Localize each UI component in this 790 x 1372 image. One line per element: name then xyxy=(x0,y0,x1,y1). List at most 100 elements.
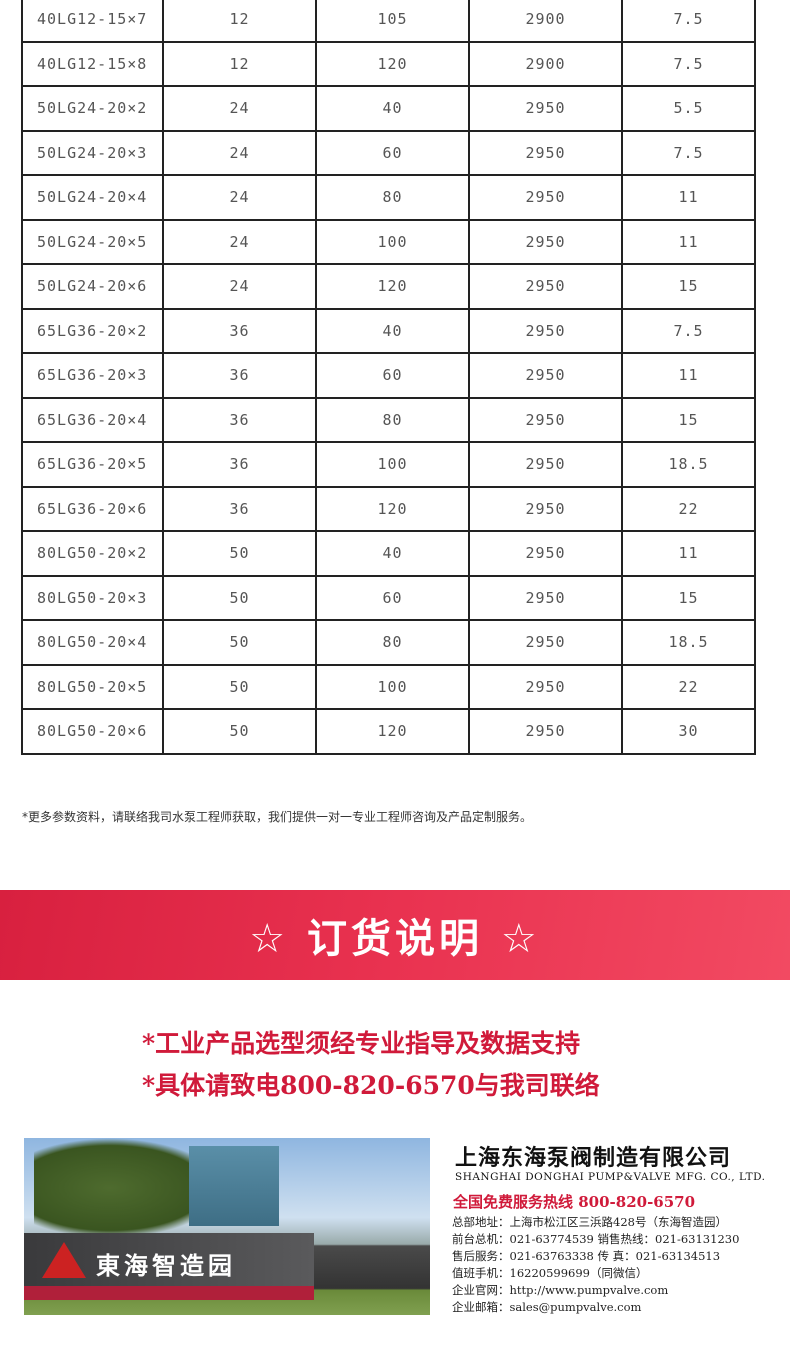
table-cell: 2950 xyxy=(468,263,623,310)
banner-title: ☆ 订货说明 ☆ xyxy=(249,916,541,962)
table-cell: 2900 xyxy=(468,40,623,87)
table-cell: 24 xyxy=(162,263,317,310)
table-cell: 50LG24-20×3 xyxy=(21,129,164,176)
table-cell: 11 xyxy=(621,352,756,399)
table-cell: 2950 xyxy=(468,85,623,132)
table-row: 80LG50-20×3 50 60 2950 15 xyxy=(21,574,756,621)
order-instructions-banner: ☆ 订货说明 ☆ xyxy=(0,890,790,980)
table-cell: 80 xyxy=(315,619,470,666)
table-cell: 24 xyxy=(162,129,317,176)
table-cell: 80LG50-20×2 xyxy=(21,530,164,577)
table-cell: 2950 xyxy=(468,663,623,710)
table-cell: 2950 xyxy=(468,307,623,354)
table-cell: 120 xyxy=(315,485,470,532)
table-cell: 40 xyxy=(315,307,470,354)
table-cell: 36 xyxy=(162,307,317,354)
table-cell: 65LG36-20×5 xyxy=(21,441,164,488)
table-cell: 50LG24-20×4 xyxy=(21,174,164,221)
table-cell: 65LG36-20×4 xyxy=(21,396,164,443)
duty-mobile: 值班手机：16220599699（同微信） xyxy=(452,1266,648,1280)
table-cell: 50LG24-20×6 xyxy=(21,263,164,310)
company-name-en: SHANGHAI DONGHAI PUMP&VALVE MFG. CO., LT… xyxy=(455,1171,766,1183)
table-cell: 7.5 xyxy=(621,307,756,354)
table-cell: 60 xyxy=(315,574,470,621)
table-cell: 22 xyxy=(621,485,756,532)
table-cell: 15 xyxy=(621,574,756,621)
table-row: 65LG36-20×2 36 40 2950 7.5 xyxy=(21,307,756,354)
table-cell: 18.5 xyxy=(621,619,756,666)
table-cell: 30 xyxy=(621,708,756,755)
table-cell: 36 xyxy=(162,396,317,443)
table-row: 65LG36-20×3 36 60 2950 11 xyxy=(21,352,756,399)
table-cell: 12 xyxy=(162,40,317,87)
table-cell: 7.5 xyxy=(621,0,756,43)
table-row: 50LG24-20×5 24 100 2950 11 xyxy=(21,218,756,265)
table-cell: 60 xyxy=(315,352,470,399)
table-cell: 80LG50-20×6 xyxy=(21,708,164,755)
flower-bed xyxy=(24,1286,314,1300)
table-cell: 50 xyxy=(162,663,317,710)
hotline: 全国免费服务热线 800-820-6570 xyxy=(453,1193,696,1211)
table-cell: 80LG50-20×5 xyxy=(21,663,164,710)
table-cell: 65LG36-20×2 xyxy=(21,307,164,354)
table-cell: 100 xyxy=(315,218,470,265)
table-cell: 5.5 xyxy=(621,85,756,132)
table-row: 50LG24-20×3 24 60 2950 7.5 xyxy=(21,129,756,176)
table-cell: 24 xyxy=(162,174,317,221)
table-cell: 2950 xyxy=(468,619,623,666)
table-cell: 36 xyxy=(162,352,317,399)
address: 总部地址：上海市松江区三浜路428号（东海智造园） xyxy=(452,1215,727,1229)
table-cell: 40 xyxy=(315,530,470,577)
website-link[interactable]: 企业官网：http://www.pumpvalve.com xyxy=(452,1283,669,1297)
table-cell: 2950 xyxy=(468,174,623,221)
order-line-2: *具体请致电800-820-6570与我司联络 xyxy=(142,1071,600,1100)
table-row: 65LG36-20×6 36 120 2950 22 xyxy=(21,485,756,532)
table-cell: 80 xyxy=(315,174,470,221)
table-row: 50LG24-20×6 24 120 2950 15 xyxy=(21,263,756,310)
table-row: 80LG50-20×2 50 40 2950 11 xyxy=(21,530,756,577)
footnote: *更多参数资料，请联络我司水泵工程师获取，我们提供一对一专业工程师咨询及产品定制… xyxy=(22,810,533,824)
table-row: 80LG50-20×4 50 80 2950 18.5 xyxy=(21,619,756,666)
table-cell: 2950 xyxy=(468,708,623,755)
table-cell: 12 xyxy=(162,0,317,43)
table-row: 65LG36-20×4 36 80 2950 15 xyxy=(21,396,756,443)
table-cell: 18.5 xyxy=(621,441,756,488)
table-cell: 2950 xyxy=(468,129,623,176)
building xyxy=(189,1146,279,1226)
table-cell: 50 xyxy=(162,530,317,577)
table-cell: 2950 xyxy=(468,574,623,621)
table-row: 80LG50-20×6 50 120 2950 30 xyxy=(21,708,756,755)
table-cell: 2900 xyxy=(468,0,623,43)
email-link[interactable]: 企业邮箱：sales@pumpvalve.com xyxy=(452,1300,642,1314)
table-cell: 100 xyxy=(315,663,470,710)
table-cell: 80 xyxy=(315,396,470,443)
table-cell: 24 xyxy=(162,85,317,132)
table-cell: 36 xyxy=(162,485,317,532)
table-cell: 15 xyxy=(621,396,756,443)
table-cell: 65LG36-20×6 xyxy=(21,485,164,532)
table-row: 65LG36-20×5 36 100 2950 18.5 xyxy=(21,441,756,488)
table-cell: 22 xyxy=(621,663,756,710)
table-cell: 2950 xyxy=(468,352,623,399)
table-cell: 40 xyxy=(315,85,470,132)
phones-service-fax: 售后服务：021-63763338 传 真：021-63134513 xyxy=(452,1249,721,1263)
company-name: 上海东海泵阀制造有限公司 xyxy=(455,1146,732,1171)
table-cell: 7.5 xyxy=(621,40,756,87)
table-cell: 2950 xyxy=(468,530,623,577)
table-row: 50LG24-20×2 24 40 2950 5.5 xyxy=(21,85,756,132)
table-cell: 50 xyxy=(162,574,317,621)
table-cell: 105 xyxy=(315,0,470,43)
table-cell: 100 xyxy=(315,441,470,488)
table-cell: 80LG50-20×3 xyxy=(21,574,164,621)
table-cell: 24 xyxy=(162,218,317,265)
table-cell: 36 xyxy=(162,441,317,488)
table-row: 80LG50-20×5 50 100 2950 22 xyxy=(21,663,756,710)
table-row: 40LG12-15×7 12 105 2900 7.5 xyxy=(21,0,756,43)
table-cell: 11 xyxy=(621,174,756,221)
company-photo: 東海智造园 xyxy=(24,1138,430,1315)
table-row: 40LG12-15×8 12 120 2900 7.5 xyxy=(21,40,756,87)
table-cell: 50 xyxy=(162,708,317,755)
sign-text: 東海智造园 xyxy=(96,1252,236,1280)
table-cell: 2950 xyxy=(468,396,623,443)
table-cell: 11 xyxy=(621,218,756,265)
